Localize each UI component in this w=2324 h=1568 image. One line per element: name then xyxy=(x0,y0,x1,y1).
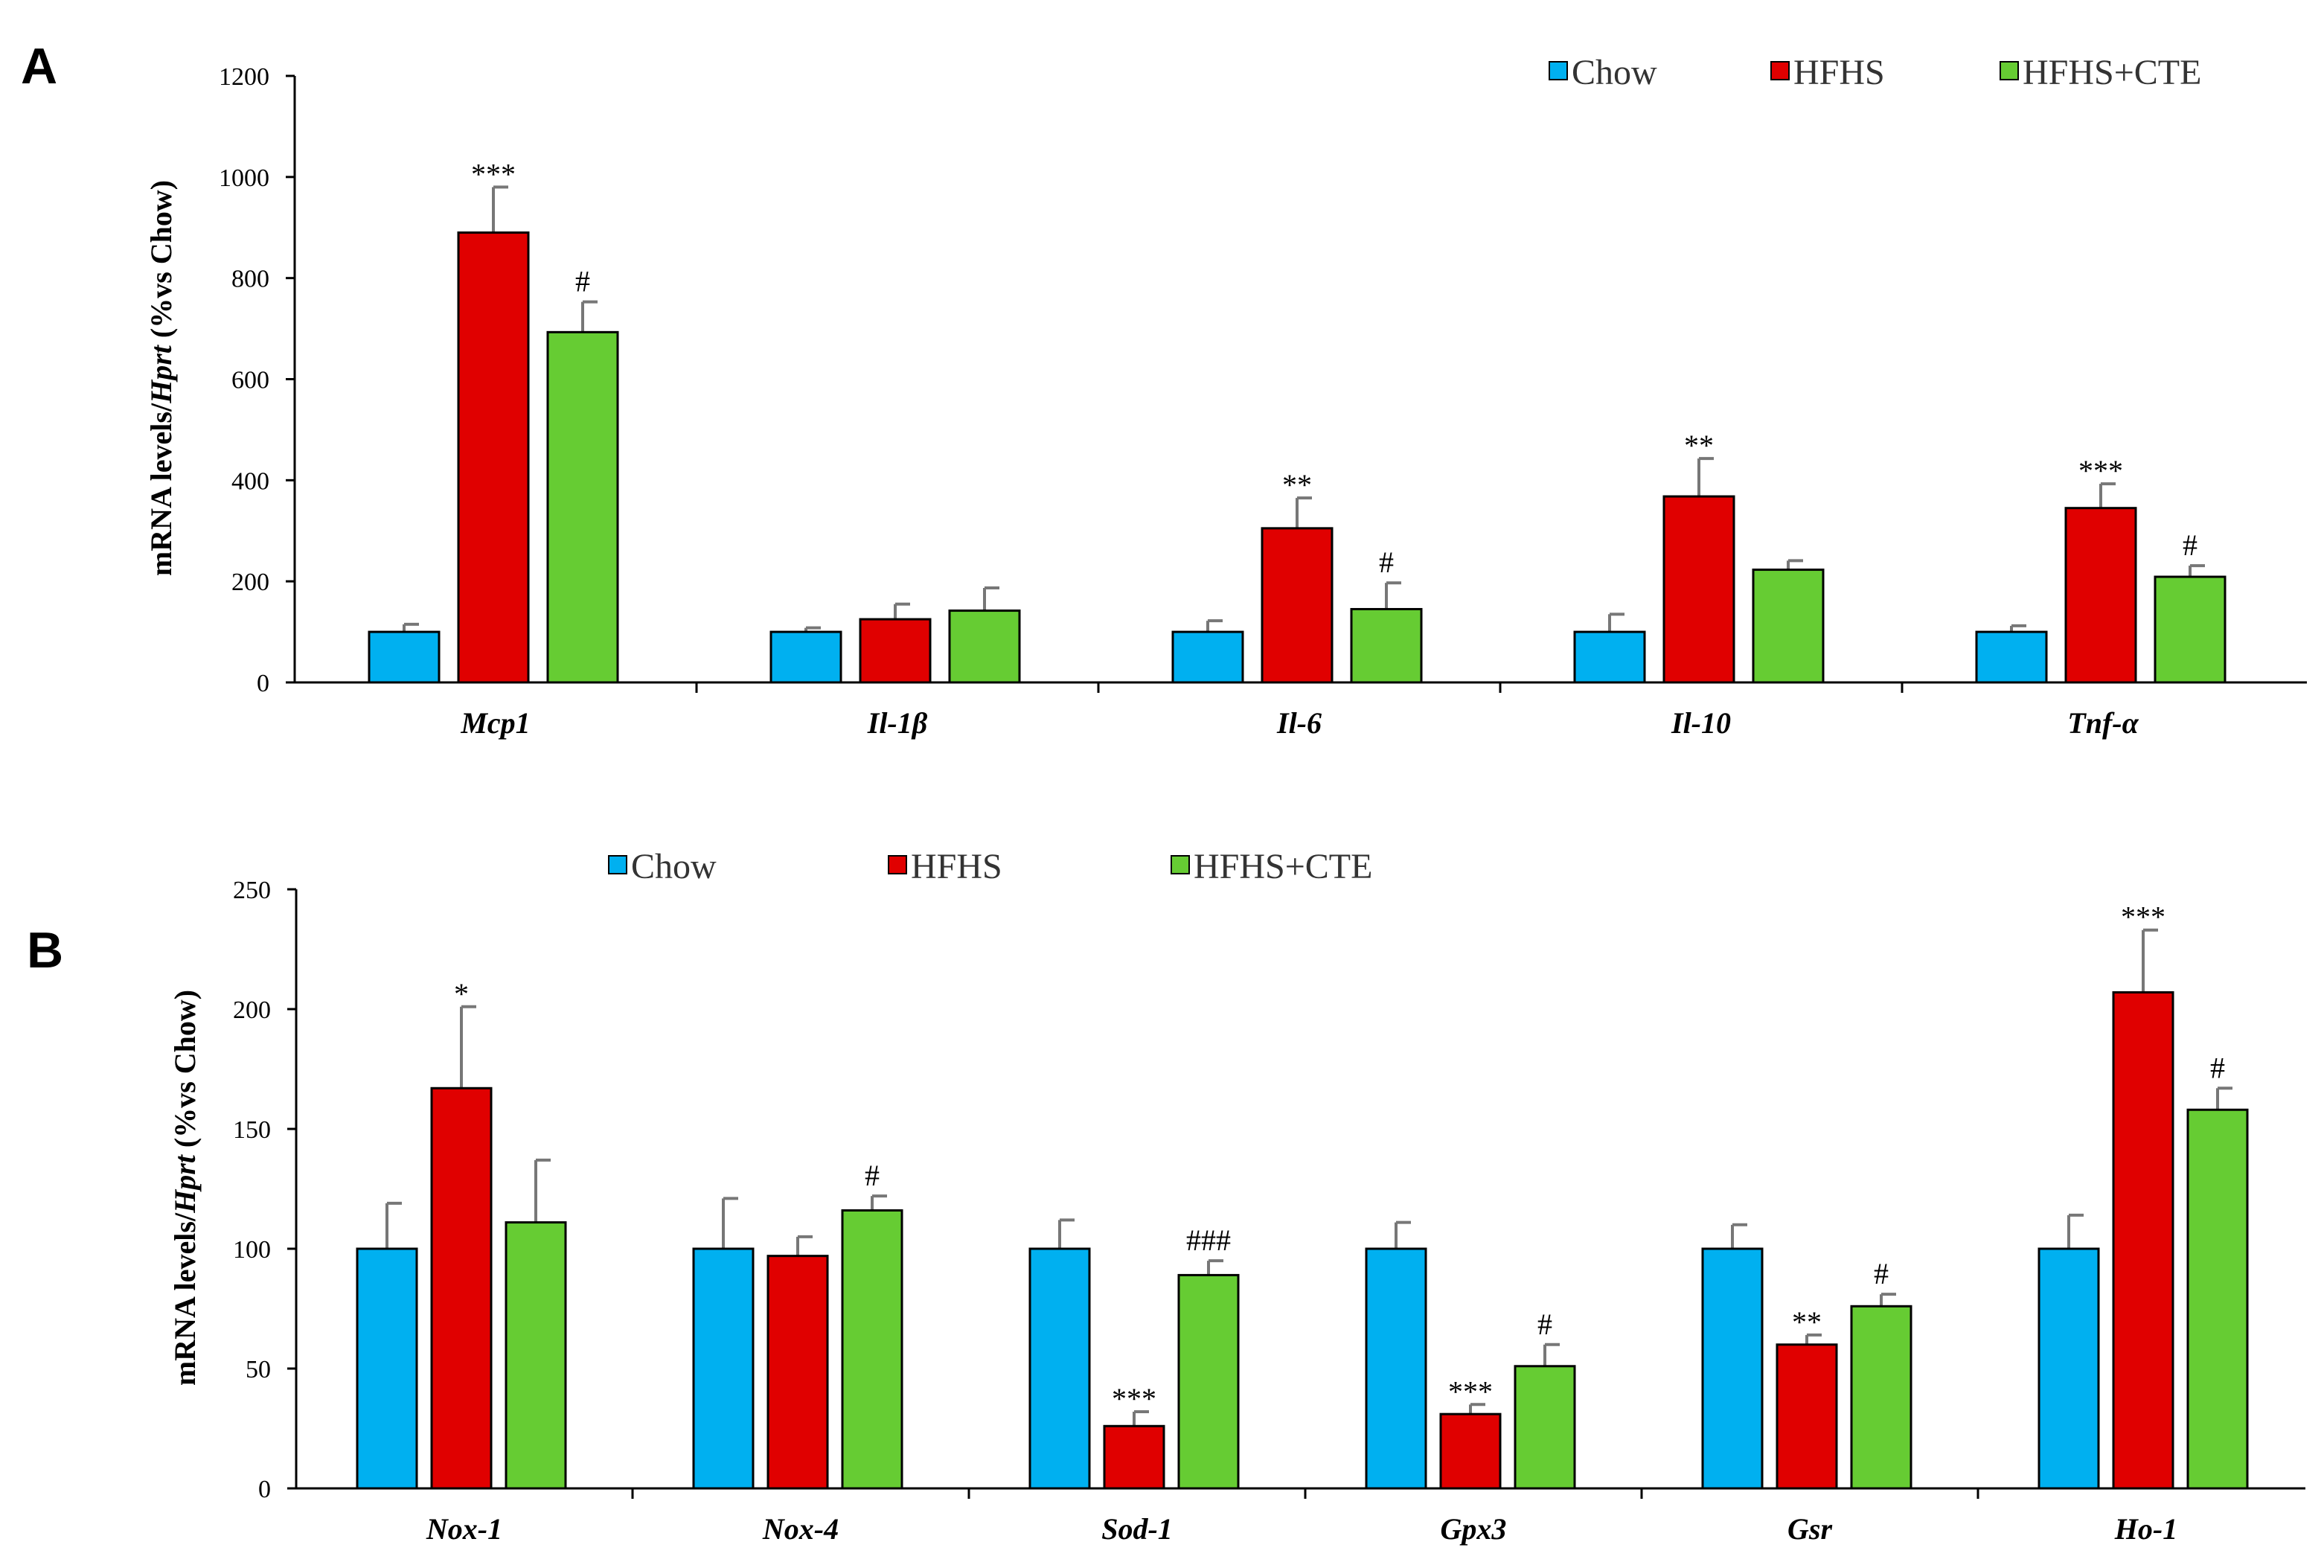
panel-a-bar-chow xyxy=(1573,630,1646,684)
panel-b-bar-chow xyxy=(1365,1247,1427,1490)
panel-b-significance-mark: * xyxy=(454,977,469,1011)
panel-a-bar-chow xyxy=(1171,630,1244,684)
panel-b-category-label: Gsr xyxy=(1787,1512,1832,1546)
panel-b-legend-label: Chow xyxy=(631,847,717,886)
panel-b-legend-swatch xyxy=(1171,855,1190,874)
panel-a-bar-chow xyxy=(769,630,842,684)
panel-b-y-tick-label: 200 xyxy=(233,996,271,1024)
panel-b-bar-chow xyxy=(356,1247,418,1490)
panel-b-bar-hfhs-cte xyxy=(1514,1365,1576,1490)
panel-a-category-label: Il-10 xyxy=(1671,706,1731,740)
panel-a-y-tick-label: 400 xyxy=(231,467,269,495)
panel-a-legend-swatch xyxy=(1549,61,1568,80)
panel-a-bar-hfhs-cte xyxy=(546,330,619,684)
panel-a-bar-hfhs-cte xyxy=(1752,569,1825,684)
panel-a-significance-mark: # xyxy=(1379,545,1394,579)
panel-b-bar-hfhs xyxy=(430,1087,493,1490)
panel-b-significance-mark: # xyxy=(1874,1257,1889,1290)
panel-a-bar-hfhs-cte xyxy=(948,609,1021,684)
panel-a-bar-hfhs xyxy=(2064,507,2137,684)
panel-a-bar-hfhs-cte xyxy=(2154,575,2227,684)
panel-b-legend-label: HFHS xyxy=(911,847,1002,886)
panel-b-category-label: Nox-4 xyxy=(762,1512,839,1546)
panel-b-y-tick-label: 150 xyxy=(233,1116,271,1144)
panel-a-y-tick-label: 800 xyxy=(231,266,269,293)
panel-a-category-label: Il-1β xyxy=(867,706,928,740)
panel-b-category-label: Nox-1 xyxy=(426,1512,502,1546)
panel-b-legend-swatch xyxy=(888,855,907,874)
panel-a-y-tick-label: 0 xyxy=(257,670,269,697)
panel-b-letter: B xyxy=(27,922,63,979)
panel-a-y-tick-label: 1200 xyxy=(219,63,269,91)
panel-b-y-tick-label: 100 xyxy=(233,1236,271,1264)
panel-a-bar-chow xyxy=(368,630,441,684)
panel-a-y-tick-label: 1000 xyxy=(219,164,269,192)
panel-b-significance-mark: *** xyxy=(2121,900,2165,934)
panel-b: B mRNA levels/Hprt (%vs Chow) 0 50 100 150 2… xyxy=(27,847,2305,1546)
panel-b-bar-hfhs xyxy=(1776,1343,1838,1490)
panel-a-category-label: Mcp1 xyxy=(460,706,530,740)
panel-b-bar-chow xyxy=(1701,1247,1764,1490)
panel-a-legend-swatch xyxy=(1770,61,1790,80)
panel-b-bar-chow xyxy=(2037,1247,2100,1490)
panel-b-significance-mark: # xyxy=(2210,1051,2225,1084)
panel-b-significance-mark: ### xyxy=(1186,1223,1231,1257)
panel-b-y-axis-label: mRNA levels/Hprt (%vs Chow) xyxy=(168,990,202,1386)
panel-a-significance-mark: *** xyxy=(471,157,516,191)
panel-a-y-tick-label: 200 xyxy=(231,569,269,596)
panel-b-bar-hfhs-cte xyxy=(505,1221,567,1490)
panel-a-category-label: Tnf-α xyxy=(2067,706,2139,740)
panel-a-legend-swatch xyxy=(2000,61,2019,80)
panel-a-letter: A xyxy=(21,38,57,95)
panel-b-bar-chow xyxy=(1028,1247,1091,1490)
panel-a-category-label: Il-6 xyxy=(1276,706,1322,740)
panel-a-significance-mark: # xyxy=(2183,528,2197,562)
panel-a-legend-label: HFHS+CTE xyxy=(2023,53,2201,92)
panel-b-bar-hfhs-cte xyxy=(2186,1108,2249,1490)
panel-b-legend-swatch xyxy=(608,855,627,874)
panel-b-significance-mark: ** xyxy=(1792,1305,1822,1339)
panel-b-bar-hfhs xyxy=(766,1255,829,1490)
panel-a-bar-hfhs-cte xyxy=(1350,608,1423,684)
panel-b-category-label: Sod-1 xyxy=(1101,1512,1173,1546)
panel-a-significance-mark: *** xyxy=(2078,454,2123,487)
panel-a-y-axis-label: mRNA levels/Hprt (%vs Chow) xyxy=(144,180,178,576)
panel-a-significance-mark: # xyxy=(575,265,590,298)
panel-b-significance-mark: *** xyxy=(1112,1382,1156,1415)
panel-b-significance-mark: *** xyxy=(1448,1375,1493,1408)
panel-b-category-label: Ho-1 xyxy=(2114,1512,2177,1546)
panel-b-bar-hfhs-cte xyxy=(1850,1305,1912,1490)
panel-b-bar-hfhs xyxy=(1439,1412,1502,1490)
panel-a-bar-hfhs xyxy=(457,231,530,684)
panel-a-bar-hfhs xyxy=(1662,495,1735,684)
panel-a-bar-hfhs xyxy=(859,618,932,684)
panel-b-bar-hfhs xyxy=(1103,1424,1165,1490)
panel-a-significance-mark: ** xyxy=(1282,468,1312,502)
panel-a: A mRNA levels/Hprt (%vs Chow) 0 200 400 600… xyxy=(21,38,2307,740)
panel-b-legend-label: HFHS+CTE xyxy=(1194,847,1372,886)
panel-b-category-label: Gpx3 xyxy=(1441,1512,1507,1546)
panel-a-bar-chow xyxy=(1975,630,2048,684)
panel-b-significance-mark: # xyxy=(865,1159,880,1192)
panel-a-legend-label: HFHS xyxy=(1793,53,1885,92)
panel-b-y-tick-label: 250 xyxy=(233,877,271,904)
panel-b-bar-hfhs xyxy=(2112,991,2174,1490)
panel-b-bar-hfhs-cte xyxy=(841,1209,903,1490)
panel-b-bar-hfhs-cte xyxy=(1177,1273,1240,1490)
panel-b-y-tick-label: 50 xyxy=(246,1356,271,1383)
panel-b-bar-chow xyxy=(692,1247,755,1490)
panel-a-y-tick-label: 600 xyxy=(231,367,269,394)
panel-a-bar-hfhs xyxy=(1261,527,1334,684)
panel-a-significance-mark: ** xyxy=(1684,429,1714,462)
panel-b-y-tick-label: 0 xyxy=(258,1476,271,1503)
panel-a-legend-label: Chow xyxy=(1572,53,1657,92)
panel-b-significance-mark: # xyxy=(1537,1308,1552,1341)
